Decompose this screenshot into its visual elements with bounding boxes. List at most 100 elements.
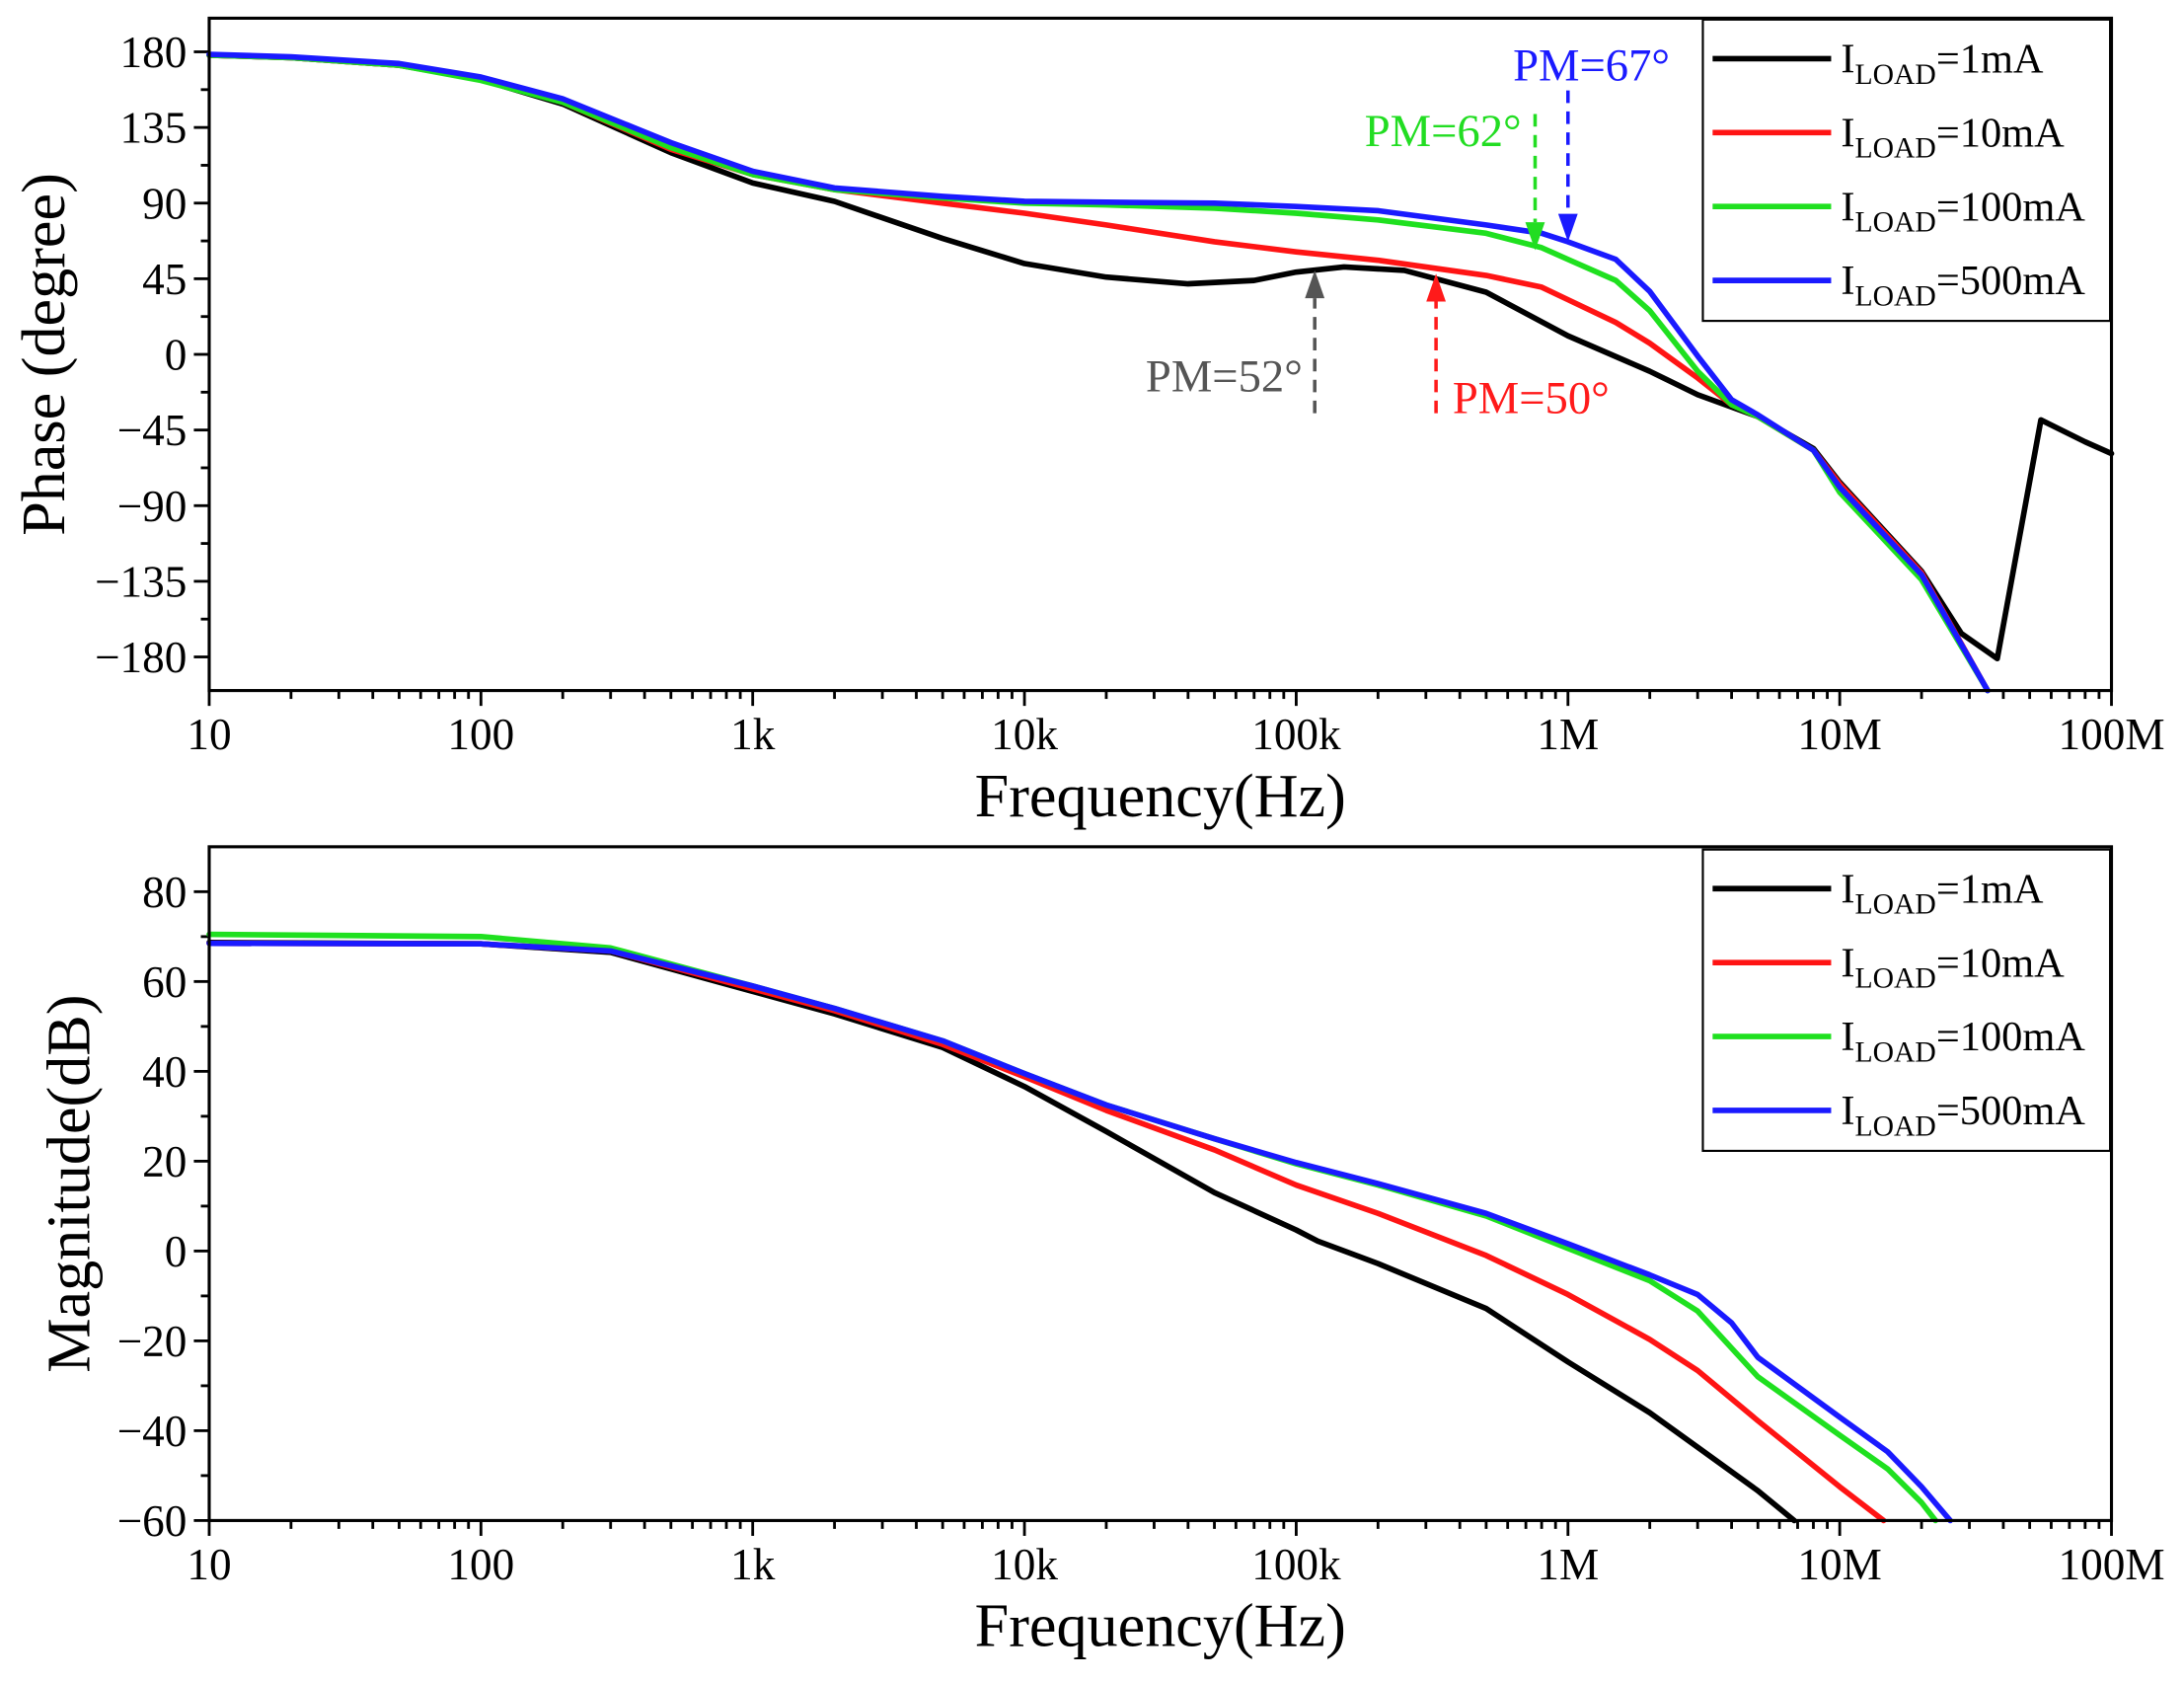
pm-arrowhead [1305, 269, 1325, 299]
legend-label: ILOAD=10mA [1841, 110, 2065, 164]
legend-label: ILOAD=10mA [1841, 940, 2065, 994]
x-tick-label: 10M [1797, 1540, 1881, 1589]
pm-annotation: PM=52° [1146, 269, 1325, 414]
pm-arrowhead [1525, 222, 1545, 251]
legend-label-subscript: LOAD [1854, 963, 1935, 995]
x-tick-label: 10k [991, 1540, 1058, 1589]
pm-arrowhead [1557, 213, 1578, 242]
legend-label: ILOAD=100mA [1841, 1014, 2085, 1068]
legend-label-value: =1mA [1936, 37, 2044, 83]
x-tick-label: 100k [1251, 1540, 1341, 1589]
phase-chart: 10 100 1k 10k 100k 1M 10M 100M 180 135 90 45 0 −45 −90… [11, 16, 2165, 830]
x-tick-label: 1M [1537, 1540, 1599, 1589]
y-axis-title: Magnitude(dB) [37, 995, 104, 1373]
legend-label: ILOAD=1mA [1841, 37, 2044, 91]
pm-annotation: PM=62° [1365, 106, 1545, 251]
x-tick-label: 100M [2058, 1540, 2164, 1589]
legend-label-subscript: LOAD [1854, 59, 1935, 91]
legend-label-main: I [1841, 1088, 1854, 1134]
y-tick-label: 80 [142, 868, 187, 917]
legend-entry: ILOAD=500mA [1712, 1088, 2085, 1142]
x-tick-label: 10 [187, 1540, 231, 1589]
legend-label: ILOAD=500mA [1841, 258, 2085, 312]
phase-legend: ILOAD=1mAILOAD=10mAILOAD=100mAILOAD=500m… [1701, 18, 2112, 323]
legend-label-subscript: LOAD [1854, 281, 1935, 313]
legend-label-main: I [1841, 1014, 1854, 1060]
pm-annotation: PM=50° [1426, 273, 1610, 424]
y-tick-label: −20 [117, 1317, 188, 1366]
y-tick-label: 20 [142, 1137, 187, 1186]
pm-annotation: PM=67° [1513, 39, 1670, 242]
legend-entry: ILOAD=100mA [1712, 184, 2085, 239]
y-tick-label: 90 [142, 179, 187, 228]
y-tick-label: −40 [117, 1407, 188, 1456]
legend-label-subscript: LOAD [1854, 1110, 1935, 1142]
legend-label-value: =100mA [1936, 1014, 2085, 1060]
legend-box [1701, 848, 2112, 1152]
y-tick-label: 45 [142, 255, 187, 304]
pm-arrowhead [1426, 273, 1447, 302]
legend-label-subscript: LOAD [1854, 889, 1935, 921]
x-tick-label: 100 [447, 1540, 514, 1589]
y-tick-label: 180 [120, 28, 188, 77]
legend-label-value: =100mA [1936, 184, 2085, 230]
x-tick-label: 100 [447, 710, 514, 759]
legend-label-subscript: LOAD [1854, 1036, 1935, 1068]
x-tick-label: 1k [730, 1540, 776, 1589]
pm-annotation-label: PM=62° [1365, 106, 1522, 157]
x-tick-label: 10M [1797, 710, 1881, 759]
legend-entry: ILOAD=10mA [1712, 940, 2065, 995]
y-tick-label: 40 [142, 1047, 187, 1097]
legend-label-value: =1mA [1936, 866, 2044, 912]
legend-label-value: =10mA [1936, 940, 2065, 986]
legend-label-value: =10mA [1936, 110, 2065, 156]
legend-label-main: I [1841, 940, 1854, 986]
magnitude-legend: ILOAD=1mAILOAD=10mAILOAD=100mAILOAD=500m… [1701, 848, 2112, 1152]
legend-label: ILOAD=100mA [1841, 184, 2085, 238]
y-tick-label: 0 [165, 1227, 188, 1276]
x-tick-label: 10 [187, 710, 231, 759]
y-tick-label: 60 [142, 957, 187, 1007]
magnitude-series-iload-500ma-line [206, 940, 1953, 1524]
legend-entry: ILOAD=1mA [1712, 866, 2044, 921]
legend-label-subscript: LOAD [1854, 207, 1935, 239]
legend-label-subscript: LOAD [1854, 133, 1935, 165]
legend-label-main: I [1841, 110, 1854, 156]
legend-label-value: =500mA [1936, 258, 2085, 304]
pm-annotation-label: PM=52° [1146, 350, 1303, 402]
legend-entry: ILOAD=500mA [1712, 258, 2085, 313]
x-axis-title: Frequency(Hz) [975, 763, 1346, 830]
y-tick-label: 0 [165, 331, 188, 380]
legend-entry: ILOAD=100mA [1712, 1014, 2085, 1068]
x-axis-title: Frequency(Hz) [975, 1593, 1346, 1660]
legend-entry: ILOAD=10mA [1712, 110, 2065, 165]
y-axis-title: Phase (degree) [11, 173, 78, 536]
x-tick-label: 100k [1251, 710, 1341, 759]
legend-label: ILOAD=500mA [1841, 1088, 2085, 1142]
y-tick-label: −135 [95, 557, 187, 606]
y-tick-label: −60 [117, 1496, 188, 1546]
x-tick-label: 10k [991, 710, 1058, 759]
legend-label: ILOAD=1mA [1841, 866, 2044, 920]
legend-label-main: I [1841, 37, 1854, 83]
y-tick-label: 135 [120, 104, 188, 153]
y-tick-label: −180 [95, 633, 187, 682]
legend-label-value: =500mA [1936, 1088, 2085, 1134]
magnitude-series-group [206, 931, 1953, 1524]
legend-label-main: I [1841, 184, 1854, 230]
legend-entry: ILOAD=1mA [1712, 37, 2044, 91]
x-tick-label: 1k [730, 710, 776, 759]
phase-series-iload-500ma-line [206, 51, 1991, 694]
plot-frame [207, 845, 2114, 1522]
legend-label-main: I [1841, 258, 1854, 304]
y-tick-label: −45 [117, 406, 188, 455]
x-tick-label: 100M [2058, 710, 2164, 759]
y-tick-label: −90 [117, 482, 188, 531]
pm-annotation-label: PM=67° [1513, 39, 1670, 91]
pm-annotation-label: PM=50° [1453, 373, 1610, 424]
magnitude-chart: 10 100 1k 10k 100k 1M 10M 100M 80 60 40 20 0 −20 −40 −6… [37, 845, 2165, 1660]
phase-series-group [206, 51, 2115, 694]
plot-frame [207, 16, 2114, 693]
legend-label-main: I [1841, 866, 1854, 912]
